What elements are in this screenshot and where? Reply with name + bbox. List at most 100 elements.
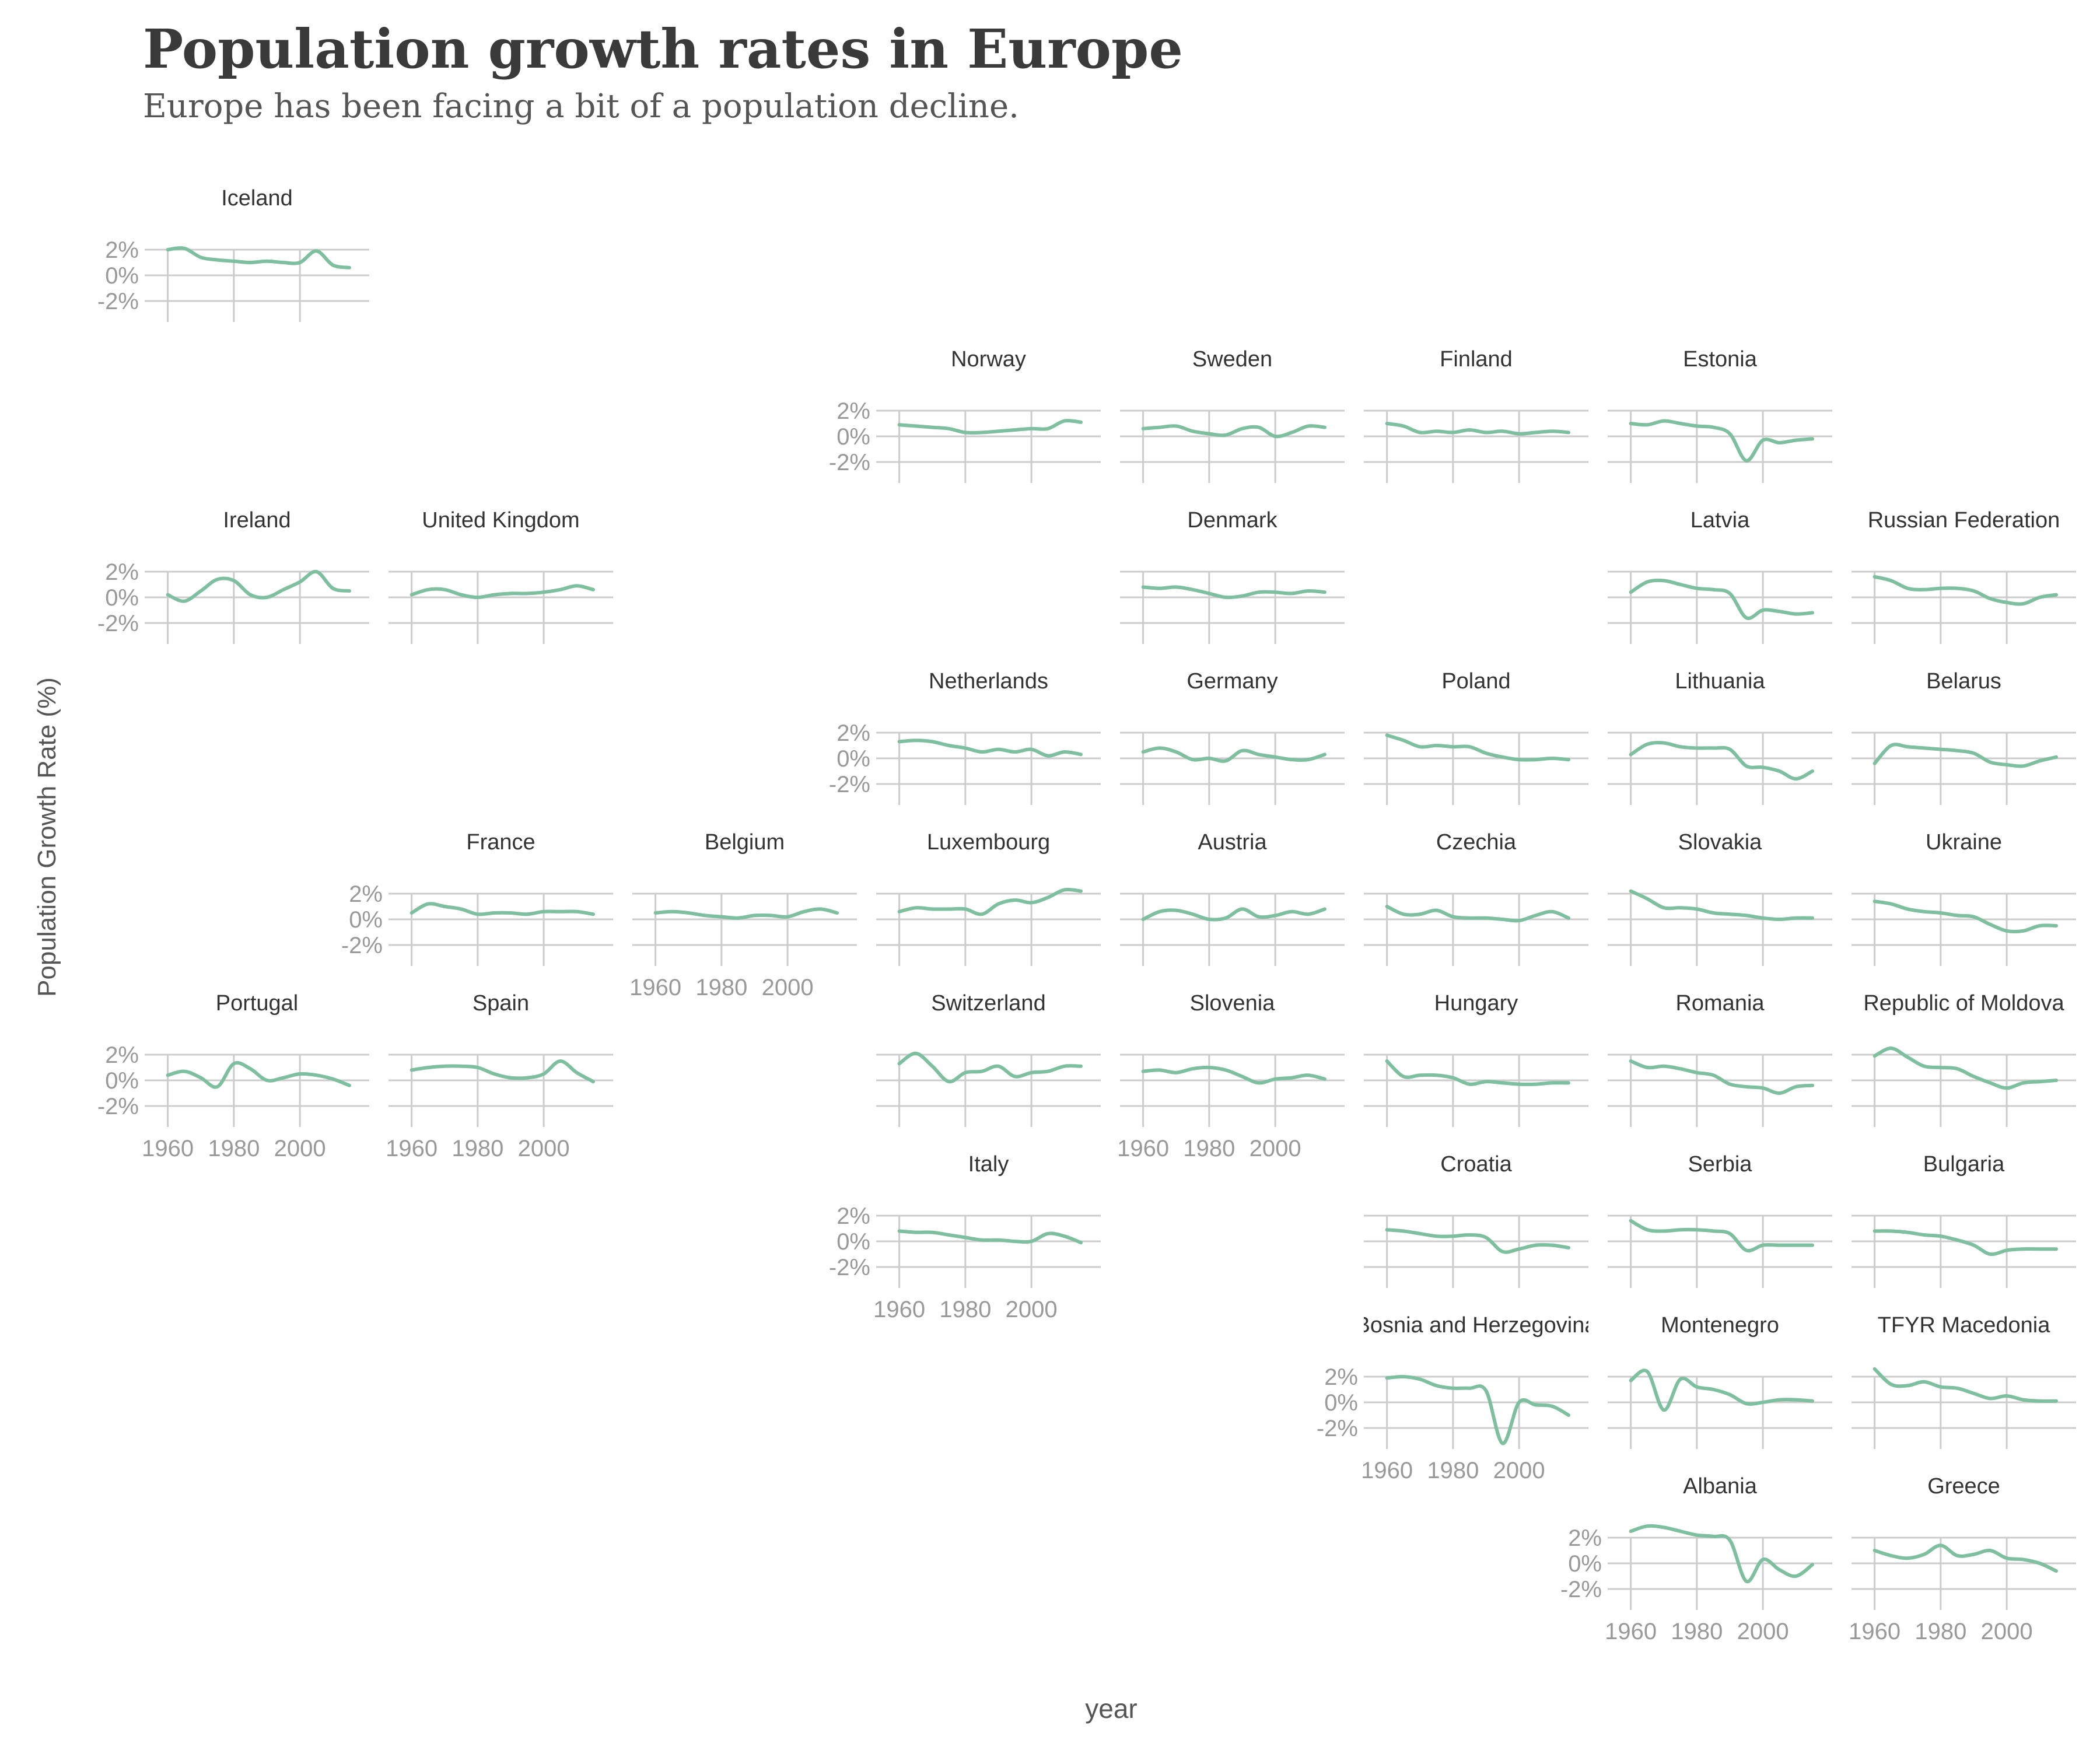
- series-line: [1873, 1046, 2058, 1090]
- facet-panel: Bosnia and Herzegovina -2%0%2% 1960 1980 200…: [1317, 1313, 1588, 1483]
- facet-title: Norway: [951, 347, 1026, 372]
- facet-panel: Romania: [1608, 991, 1832, 1127]
- series-line: [897, 887, 1083, 916]
- facet-title: Belarus: [1926, 669, 2001, 694]
- series-line: [1629, 578, 1814, 621]
- series-line: [1141, 746, 1326, 763]
- x-tick-label: 2000: [1250, 1136, 1301, 1161]
- facet-title: Russian Federation: [1868, 508, 2060, 533]
- y-tick-label: -2%: [341, 933, 383, 958]
- series-line: [1385, 733, 1570, 762]
- series-line: [1873, 575, 2058, 606]
- x-tick-label: 1980: [452, 1136, 503, 1161]
- facet-title: Sweden: [1192, 347, 1272, 372]
- facet-title: Slovenia: [1190, 991, 1276, 1016]
- y-tick-label: -2%: [829, 450, 870, 475]
- facet-panel: Albania -2%0%2% 1960 1980 2000: [1560, 1474, 1832, 1644]
- y-tick-label: 2%: [836, 1203, 870, 1229]
- series-line: [1385, 905, 1570, 923]
- series-line: [897, 1051, 1083, 1084]
- x-tick-label: 1960: [629, 975, 681, 1000]
- facet-panel: Slovenia 1960 1980 2000: [1117, 991, 1345, 1161]
- facet-title: Austria: [1198, 830, 1267, 855]
- series-line: [1873, 1229, 2058, 1256]
- y-tick-label: 0%: [105, 263, 139, 289]
- x-tick-label: 1980: [695, 975, 747, 1000]
- facet-title: Denmark: [1187, 508, 1278, 533]
- series-line: [166, 246, 351, 270]
- facet-panel: Spain 1960 1980 2000: [386, 991, 613, 1161]
- facet-panel: Germany: [1120, 669, 1345, 805]
- facet-title: Romania: [1675, 991, 1765, 1016]
- facet-title: Slovakia: [1678, 830, 1762, 855]
- facet-panel: Norway -2%0%2%: [829, 347, 1101, 483]
- facet-title: Serbia: [1688, 1152, 1753, 1177]
- x-tick-label: 1980: [1427, 1458, 1479, 1483]
- x-tick-label: 1980: [1915, 1619, 1966, 1644]
- y-tick-label: -2%: [1560, 1577, 1602, 1602]
- y-tick-label: 0%: [105, 585, 139, 611]
- facet-panel: Iceland -2%0%2%: [97, 186, 369, 322]
- facet-title: Hungary: [1434, 991, 1518, 1016]
- x-tick-label: 1980: [939, 1297, 991, 1322]
- facet-panel: Austria: [1120, 830, 1345, 966]
- facet-panel: Republic of Moldova: [1852, 991, 2076, 1127]
- y-tick-label: 0%: [349, 907, 383, 933]
- facet-panel: Portugal -2%0%2% 1960 1980 2000: [97, 991, 369, 1161]
- facet-panel: TFYR Macedonia: [1852, 1313, 2076, 1449]
- series-line: [897, 1229, 1083, 1245]
- x-axis-label: year: [1085, 1693, 1137, 1724]
- facet-panel: Sweden: [1120, 347, 1345, 483]
- facet-title: Belgium: [705, 830, 785, 855]
- facet-panel: Belarus: [1852, 669, 2076, 805]
- facet-panel: United Kingdom: [388, 508, 613, 644]
- y-tick-label: 2%: [1324, 1364, 1358, 1390]
- facet-panel: Serbia: [1608, 1152, 1832, 1288]
- facet-panel: Russian Federation: [1852, 508, 2076, 644]
- series-line: [1873, 743, 2058, 768]
- series-line: [1141, 907, 1326, 922]
- facet-title: Greece: [1927, 1474, 2000, 1499]
- facet-panel: Hungary: [1364, 991, 1588, 1127]
- facet-panel: Slovakia: [1608, 830, 1832, 966]
- facet-title: Luxembourg: [927, 830, 1050, 855]
- y-tick-label: 2%: [105, 559, 139, 585]
- facet-title: United Kingdom: [422, 508, 579, 533]
- facet-panel: Czechia: [1364, 830, 1588, 966]
- facet-panel: Denmark: [1120, 508, 1345, 644]
- y-tick-label: 0%: [836, 424, 870, 450]
- facet-title: Spain: [473, 991, 529, 1016]
- facet-title: Germany: [1186, 669, 1278, 694]
- x-tick-label: 2000: [1493, 1458, 1545, 1483]
- facet-title: Switzerland: [931, 991, 1045, 1016]
- facet-panel: Switzerland: [876, 991, 1101, 1127]
- facet-title: Netherlands: [929, 669, 1048, 694]
- x-tick-label: 2000: [1737, 1619, 1789, 1644]
- facet-panel: Estonia: [1608, 347, 1832, 483]
- x-tick-label: 2000: [762, 975, 814, 1000]
- series-line: [1141, 424, 1326, 439]
- facet-title: Albania: [1683, 1474, 1758, 1499]
- x-tick-label: 1960: [142, 1136, 194, 1161]
- facet-panel: Montenegro: [1608, 1313, 1832, 1449]
- facet-panel: Finland: [1364, 347, 1588, 483]
- x-tick-label: 1960: [1361, 1458, 1413, 1483]
- facet-title: Ireland: [223, 508, 290, 533]
- facet-title: Finland: [1440, 347, 1513, 372]
- series-line: [1873, 1367, 2058, 1403]
- x-tick-label: 1960: [1849, 1619, 1901, 1644]
- series-line: [1141, 1065, 1326, 1085]
- series-line: [410, 584, 595, 599]
- y-tick-label: -2%: [829, 1255, 870, 1280]
- series-line: [1629, 1059, 1814, 1095]
- series-line: [1629, 419, 1814, 463]
- series-line: [1873, 1544, 2058, 1573]
- series-line: [410, 1059, 595, 1084]
- series-line: [1629, 1524, 1814, 1583]
- y-tick-label: -2%: [97, 1094, 139, 1119]
- facet-panel: Croatia: [1364, 1152, 1588, 1288]
- series-line: [897, 419, 1083, 435]
- series-line: [1385, 1228, 1570, 1254]
- facet-title: Montenegro: [1661, 1313, 1779, 1338]
